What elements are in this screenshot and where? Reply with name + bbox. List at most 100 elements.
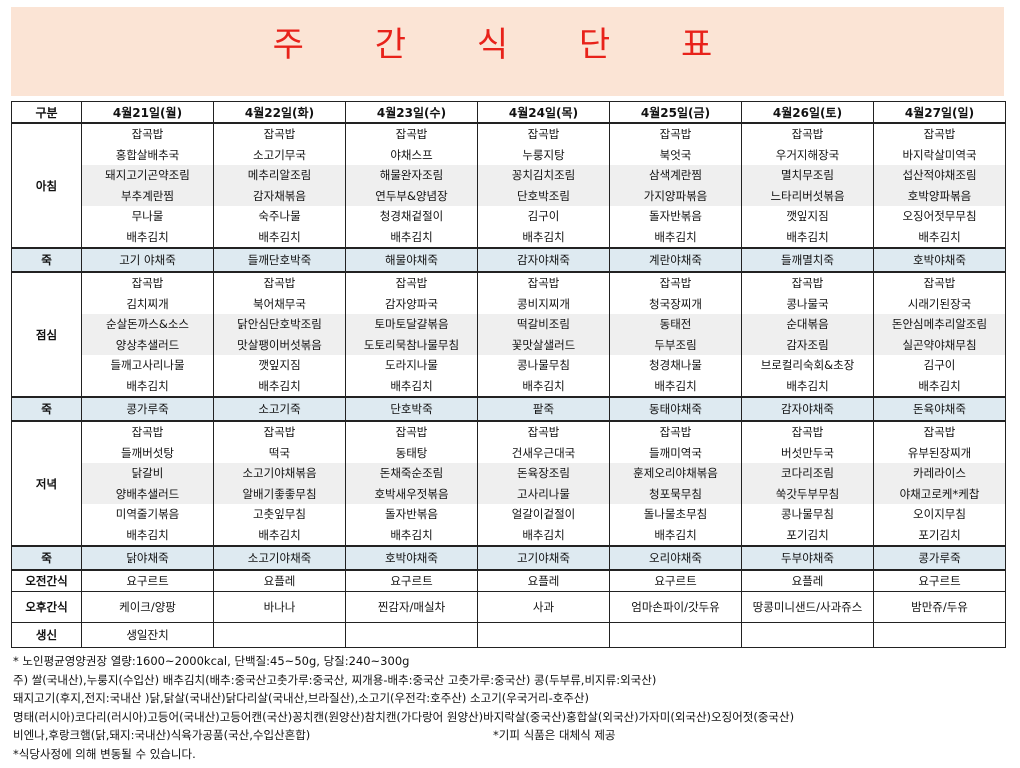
- porridge-lunch-cell: 팥죽: [477, 396, 610, 422]
- menu-item: 들깨미역국: [649, 445, 702, 460]
- header-day: 4월22일(화): [213, 101, 346, 124]
- menu-item: 연두부&양념장: [346, 185, 477, 206]
- lunch-day-cell: 잡곡밥 김치찌개 순살돈까스&소스 양상추샐러드 들깨고사리나물 배추김치: [81, 271, 214, 398]
- menu-item: 꽃맛살샐러드: [478, 334, 609, 355]
- porridge-morning-cell: 들깨멸치죽: [741, 247, 874, 273]
- menu-item: 소고기무국: [253, 147, 306, 162]
- menu-item: 시래기된장국: [907, 296, 972, 311]
- menu-item: 청경채나물: [649, 358, 702, 372]
- menu-item: 포기김치: [786, 527, 829, 542]
- menu-item: 해물완자조림: [346, 165, 477, 186]
- breakfast-day-cell: 잡곡밥 누룽지탕 꽁치김치조림 단호박조림 김구이 배추김치: [477, 122, 610, 249]
- menu-item: 잡곡밥: [791, 276, 824, 290]
- menu-item: 김구이: [527, 209, 560, 223]
- menu-item: 잡곡밥: [659, 425, 692, 439]
- menu-item: 배추김치: [390, 527, 433, 542]
- porridge-dinner-cell: 오리야채죽: [609, 545, 742, 571]
- menu-item: 훈제오리야채볶음: [610, 463, 741, 484]
- weekly-menu-table: 구분 4월21일(월) 4월22일(화) 4월23일(수) 4월24일(목) 4…: [11, 101, 1006, 648]
- page-title: 주 간 식 단 표: [272, 25, 743, 65]
- menu-item: 포기김치: [918, 527, 961, 542]
- header-day: 4월21일(월): [81, 101, 214, 124]
- menu-item: 배추김치: [126, 378, 169, 393]
- birthday-row: 생신 생일잔치: [11, 622, 1006, 648]
- dinner-day-cell: 잡곡밥 버섯만두국 코다리조림 쑥갓두부무침 콩나물무침 포기김치: [741, 420, 874, 547]
- am-snack-cell: 요구르트: [81, 569, 214, 592]
- porridge-morning-cell: 호박야채죽: [873, 247, 1006, 273]
- menu-item: 잡곡밥: [659, 127, 692, 141]
- menu-item: 우거지해장국: [775, 147, 840, 162]
- menu-item: 돈채죽순조림: [346, 463, 477, 484]
- breakfast-day-cell: 잡곡밥 홍합살배추국 돼지고기곤약조림 부추계란찜 무나물 배추김치: [81, 122, 214, 249]
- porridge-dinner-cell: 소고기야채죽: [213, 545, 346, 571]
- menu-item: 삼색계란찜: [610, 165, 741, 186]
- menu-item: 배추김치: [654, 527, 697, 542]
- menu-item: 잡곡밥: [659, 276, 692, 290]
- menu-item: 호박새우젓볶음: [346, 483, 477, 504]
- menu-item: 청경채겉절이: [379, 209, 444, 223]
- porridge-dinner-cell: 콩가루죽: [873, 545, 1006, 571]
- menu-item: 배추김치: [918, 378, 961, 393]
- menu-item: 섭산적야채조림: [874, 165, 1005, 186]
- menu-item: 고춧잎무침: [253, 507, 306, 521]
- menu-item: 돌자반볶음: [385, 507, 438, 521]
- birthday-cell: [873, 622, 1006, 648]
- menu-item: 감자조림: [742, 334, 873, 355]
- menu-item: 배추김치: [522, 527, 565, 542]
- header-day: 4월24일(목): [477, 101, 610, 124]
- menu-item: 동태전: [610, 314, 741, 335]
- menu-item: 북엇국: [659, 147, 692, 162]
- menu-item: 닭안심단호박조림: [214, 314, 345, 335]
- lunch-day-cell: 잡곡밥 청국장찌개 동태전 두부조림 청경채나물 배추김치: [609, 271, 742, 398]
- menu-item: 잡곡밥: [527, 127, 560, 141]
- menu-item: 오이지무침: [913, 507, 966, 521]
- menu-item: 양상추샐러드: [82, 334, 213, 355]
- menu-item: 잡곡밥: [263, 127, 296, 141]
- menu-item: 감자채볶음: [214, 185, 345, 206]
- menu-item: 배추김치: [918, 229, 961, 244]
- birthday-cell: 생일잔치: [81, 622, 214, 648]
- pm-snack-cell: 엄마손파이/갓두유: [609, 591, 742, 623]
- birthday-label: 생신: [11, 622, 82, 648]
- menu-item: 잡곡밥: [263, 276, 296, 290]
- menu-item: 떡국: [268, 445, 291, 460]
- am-snack-cell: 요구르트: [345, 569, 478, 592]
- porridge-dinner-cell: 고기야채죽: [477, 545, 610, 571]
- porridge-dinner-cell: 닭야채죽: [81, 545, 214, 571]
- menu-item: 야채스프: [390, 147, 433, 162]
- porridge-lunch-cell: 소고기죽: [213, 396, 346, 422]
- menu-item: 미역줄기볶음: [115, 507, 180, 521]
- header-day: 4월23일(수): [345, 101, 478, 124]
- menu-item: 실곤약야채무침: [874, 334, 1005, 355]
- note-origin-1: 주) 쌀(국내산),누룽지(수입산) 배추김치(배추:중국산고춧가루:중국산, …: [13, 672, 657, 687]
- porridge-dinner-cell: 두부야채죽: [741, 545, 874, 571]
- header-label: 구분: [11, 101, 82, 124]
- dinner-day-cell: 잡곡밥 들깨버섯탕 닭갈비 양배추샐러드 미역줄기볶음 배추김치: [81, 420, 214, 547]
- note-origin-2: 돼지고기(후지,전지:국내산 )닭,닭살(국내산)닭다리살(국내산,브라질산),…: [13, 691, 589, 705]
- lunch-day-cell: 잡곡밥 감자양파국 토마토달걀볶음 도토리묵참나물무침 도라지나물 배추김치: [345, 271, 478, 398]
- pm-snack-cell: 땅콩미니샌드/사과쥬스: [741, 591, 874, 623]
- header-row: 구분 4월21일(월) 4월22일(화) 4월23일(수) 4월24일(목) 4…: [11, 101, 1006, 124]
- menu-item: 배추김치: [258, 378, 301, 393]
- menu-item: 잡곡밥: [395, 127, 428, 141]
- menu-item: 콩나물무침: [781, 507, 834, 521]
- menu-item: 배추김치: [258, 229, 301, 244]
- menu-item: 감자양파국: [385, 296, 438, 311]
- porridge-dinner-row: 죽 닭야채죽 소고기야채죽 호박야채죽 고기야채죽 오리야채죽 두부야채죽 콩가루죽: [11, 545, 1006, 571]
- menu-item: 들깨고사리나물: [110, 358, 185, 372]
- menu-item: 카레라이스: [874, 463, 1005, 484]
- header-day: 4월27일(일): [873, 101, 1006, 124]
- porridge-lunch-cell: 단호박죽: [345, 396, 478, 422]
- birthday-cell: [609, 622, 742, 648]
- menu-item: 잡곡밥: [263, 425, 296, 439]
- menu-item: 배추김치: [126, 527, 169, 542]
- menu-item: 잡곡밥: [527, 276, 560, 290]
- menu-item: 맛살팽이버섯볶음: [214, 334, 345, 355]
- menu-item: 잡곡밥: [131, 127, 164, 141]
- breakfast-day-cell: 잡곡밥 우거지해장국 멸치무조림 느타리버섯볶음 깻잎지짐 배추김치: [741, 122, 874, 249]
- menu-item: 돼지고기곤약조림: [82, 165, 213, 186]
- menu-item: 돈육장조림: [478, 463, 609, 484]
- pm-snack-cell: 찐감자/매실차: [345, 591, 478, 623]
- menu-item: 느타리버섯볶음: [742, 185, 873, 206]
- porridge-dinner-cell: 호박야채죽: [345, 545, 478, 571]
